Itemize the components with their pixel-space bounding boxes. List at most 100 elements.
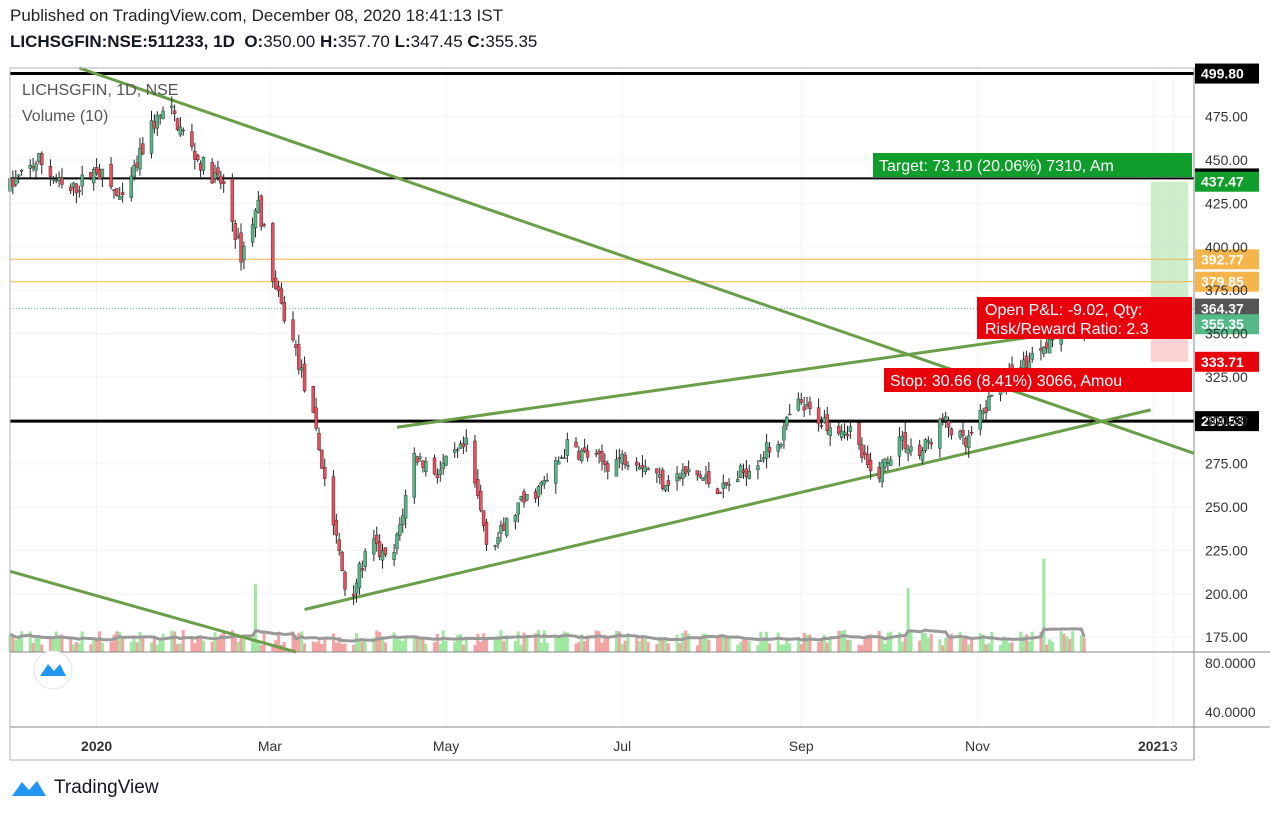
candle-body bbox=[465, 438, 468, 445]
volume-bar bbox=[967, 644, 970, 652]
volume-bar bbox=[216, 640, 219, 652]
volume-bar bbox=[40, 645, 43, 652]
candle-body bbox=[303, 364, 306, 391]
candle-body bbox=[918, 445, 921, 456]
volume-bar bbox=[130, 642, 133, 652]
volume-bar bbox=[494, 639, 497, 652]
volume-bar bbox=[1031, 632, 1034, 652]
candle-body bbox=[624, 455, 627, 465]
volume-bar bbox=[419, 639, 422, 652]
volume-bar bbox=[121, 639, 124, 652]
volume-bar bbox=[800, 644, 803, 652]
candle-body bbox=[274, 278, 277, 288]
candle-body bbox=[505, 519, 508, 536]
candle-body bbox=[257, 200, 260, 212]
candle-body bbox=[130, 176, 133, 197]
candle-body bbox=[40, 153, 43, 164]
volume-bar bbox=[442, 631, 445, 652]
volume-bar bbox=[904, 638, 907, 652]
candle-body bbox=[98, 169, 101, 179]
candle-body bbox=[684, 466, 687, 473]
volume-bar bbox=[361, 642, 364, 652]
candle-body bbox=[424, 461, 427, 471]
volume-bar bbox=[476, 634, 479, 652]
volume-bar bbox=[20, 631, 23, 652]
volume-bar bbox=[55, 631, 58, 652]
candle-body bbox=[820, 425, 823, 426]
candle-body bbox=[676, 474, 679, 481]
volume-bar bbox=[445, 641, 448, 652]
volume-bar bbox=[782, 644, 785, 652]
volume-bar bbox=[312, 641, 315, 652]
candle-body bbox=[907, 450, 910, 454]
candle-body bbox=[378, 542, 381, 557]
candle-body bbox=[860, 445, 863, 458]
candle-body bbox=[202, 157, 205, 170]
candle-body bbox=[990, 395, 993, 396]
candle-body bbox=[222, 181, 225, 183]
volume-bar bbox=[156, 645, 159, 652]
candle-body bbox=[485, 522, 488, 545]
price-tick-label: 475.00 bbox=[1205, 109, 1248, 125]
candle-body bbox=[739, 466, 742, 478]
candle-body bbox=[292, 320, 295, 340]
candle-body bbox=[768, 447, 771, 452]
volume-bar bbox=[684, 631, 687, 652]
candle-body bbox=[78, 190, 81, 191]
candle-body bbox=[782, 427, 785, 440]
candle-body bbox=[745, 469, 748, 477]
candle-body bbox=[11, 178, 14, 186]
candle-body bbox=[863, 453, 866, 455]
volume-bar bbox=[756, 645, 759, 652]
candle-body bbox=[338, 540, 341, 551]
candle-body bbox=[982, 412, 985, 414]
volume-bar bbox=[517, 631, 520, 652]
volume-bar bbox=[624, 641, 627, 652]
volume-bar bbox=[941, 645, 944, 652]
candle-body bbox=[176, 119, 179, 130]
volume-bar bbox=[459, 634, 462, 652]
volume-bar bbox=[765, 632, 768, 652]
volume-bar bbox=[987, 643, 990, 652]
volume-bar bbox=[101, 643, 104, 652]
volume-bar bbox=[909, 630, 912, 652]
legend-title: LICHSGFIN, 1D, NSE bbox=[22, 82, 178, 99]
candle-body bbox=[251, 225, 254, 243]
pnl-label: Open P&L: -9.02, Qty: bbox=[985, 302, 1142, 319]
volume-bar bbox=[647, 642, 650, 652]
candle-body bbox=[214, 173, 217, 179]
volume-bar bbox=[540, 643, 543, 652]
trendline bbox=[79, 68, 1194, 453]
volume-bar bbox=[393, 632, 396, 652]
volume-bar bbox=[878, 631, 881, 652]
candle-body bbox=[603, 461, 606, 464]
candle-body bbox=[75, 184, 78, 193]
volume-bar bbox=[81, 631, 84, 652]
candle-body bbox=[765, 443, 768, 459]
candle-body bbox=[959, 431, 962, 437]
volume-bar bbox=[384, 642, 387, 652]
volume-bar bbox=[808, 635, 811, 652]
candle-body bbox=[601, 451, 604, 461]
candle-body bbox=[987, 396, 990, 410]
candle-body bbox=[921, 451, 924, 461]
candle-body bbox=[606, 464, 609, 472]
candle-body bbox=[525, 494, 528, 500]
volume-bar bbox=[745, 639, 748, 652]
candle-body bbox=[725, 482, 728, 485]
volume-bar bbox=[840, 631, 843, 652]
volume-bar bbox=[341, 644, 344, 652]
volume-bar bbox=[182, 630, 185, 652]
candle-body bbox=[72, 183, 75, 188]
candle-body bbox=[722, 483, 725, 488]
volume-bar bbox=[696, 645, 699, 652]
volume-bar bbox=[424, 644, 427, 652]
volume-bar bbox=[1065, 637, 1068, 652]
volume-bar bbox=[860, 645, 863, 652]
candle-body bbox=[196, 155, 199, 160]
candle-body bbox=[1042, 347, 1045, 354]
volume-bar bbox=[320, 644, 323, 652]
candle-body bbox=[419, 457, 422, 458]
volume-bar bbox=[303, 643, 306, 652]
